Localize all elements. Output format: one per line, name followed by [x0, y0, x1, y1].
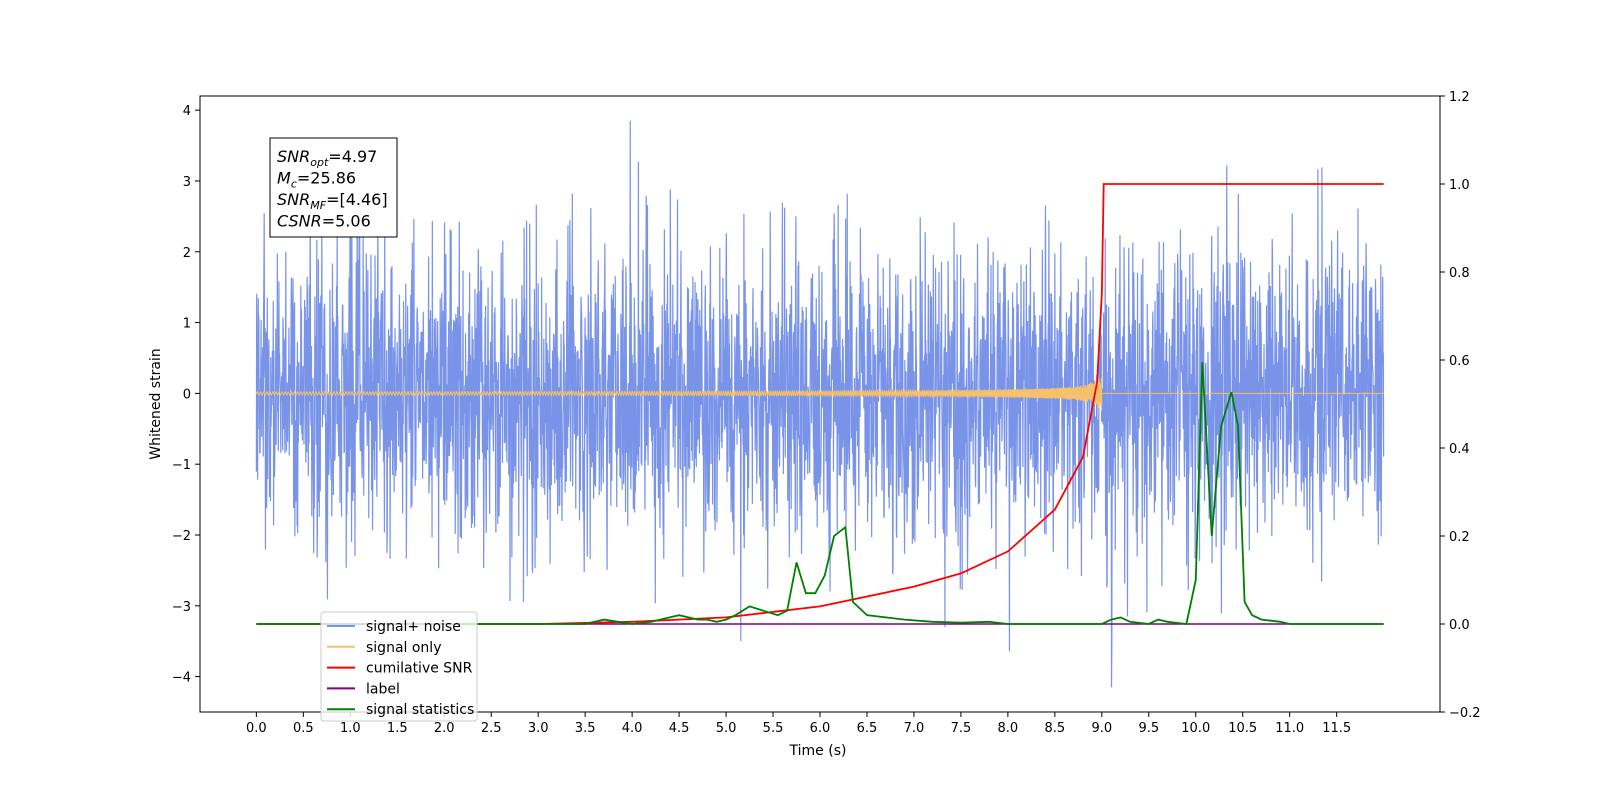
x-tick-label: 1.0: [340, 721, 361, 736]
x-tick-label: 6.5: [857, 721, 878, 736]
legend-label: signal+ noise: [366, 619, 461, 635]
y-tick-label: 1: [183, 317, 191, 332]
x-tick-label: 3.0: [528, 721, 549, 736]
y2-tick-label: 0.6: [1449, 354, 1470, 369]
y-tick-label: 2: [183, 246, 191, 261]
y2-tick-label: 0.4: [1449, 442, 1470, 457]
x-tick-label: 11.0: [1275, 721, 1304, 736]
x-tick-label: 1.5: [387, 721, 408, 736]
y-tick-label: −1: [172, 458, 191, 473]
y-tick-label: −3: [172, 600, 191, 615]
series-cumulative-snr-line: [256, 183, 1384, 625]
x-tick-label: 8.5: [1045, 721, 1066, 736]
y2-tick-label: −0.2: [1449, 706, 1481, 721]
info-box-line: SNRMF=[4.46]: [277, 190, 388, 212]
info-box-frame: [269, 137, 398, 238]
y2-tick-label: 1.2: [1449, 90, 1470, 105]
x-tick-label: 5.5: [763, 721, 784, 736]
legend: signal+ noise signal only cumilative SNR la…: [320, 611, 478, 722]
y-tick-label: 3: [183, 175, 191, 190]
series-signal-statistics-line: [256, 362, 1384, 625]
x-tick-label: 6.0: [810, 721, 831, 736]
y2-tick-label: 0.8: [1449, 266, 1470, 281]
y-tick-label: −4: [172, 671, 191, 686]
x-tick-label: 2.0: [434, 721, 455, 736]
legend-label: label: [366, 681, 400, 697]
legend-label: signal statistics: [366, 702, 474, 718]
x-tick-label: 7.5: [951, 721, 972, 736]
y-tick-label: 4: [183, 104, 191, 119]
y2-tick-label: 1.0: [1449, 178, 1470, 193]
info-box-line: SNRopt=4.97: [277, 147, 377, 169]
y2-tick-label: 0.2: [1449, 530, 1470, 545]
x-tick-label: 11.5: [1322, 721, 1351, 736]
x-tick-label: 4.0: [622, 721, 643, 736]
x-tick-label: 9.5: [1138, 721, 1159, 736]
x-tick-label: 7.0: [904, 721, 925, 736]
x-tick-label: 10.5: [1228, 721, 1257, 736]
legend-frame: [320, 611, 478, 722]
legend-label: cumilative SNR: [366, 661, 473, 677]
x-tick-label: 9.0: [1091, 721, 1112, 736]
x-tick-label: 3.5: [575, 721, 596, 736]
ticks-layer: 0.0 0.5 1.0 1.5 2.0 2.5 3.0 3.5 4.0 4.5 5.0 5.5 6.0 6…: [172, 90, 1481, 736]
x-tick-label: 0.0: [246, 721, 267, 736]
info-box-line: Mc=25.86: [277, 169, 356, 191]
series-signal-noise-line: [255, 120, 1385, 688]
info-box-line: CSNR=5.06: [277, 212, 371, 231]
y-tick-label: −2: [172, 529, 191, 544]
x-tick-label: 5.0: [716, 721, 737, 736]
x-axis-label: Time (s): [789, 743, 847, 759]
x-tick-label: 4.5: [669, 721, 690, 736]
series-signal-only-line: [255, 377, 1384, 412]
x-tick-label: 8.0: [998, 721, 1019, 736]
y-axis-label: Whitened strain: [148, 348, 164, 459]
x-tick-label: 2.5: [481, 721, 502, 736]
legend-label: signal only: [366, 640, 441, 656]
y-tick-label: 0: [183, 387, 191, 402]
x-tick-label: 0.5: [293, 721, 314, 736]
x-tick-label: 10.0: [1181, 721, 1210, 736]
y2-tick-label: 0.0: [1449, 618, 1470, 633]
